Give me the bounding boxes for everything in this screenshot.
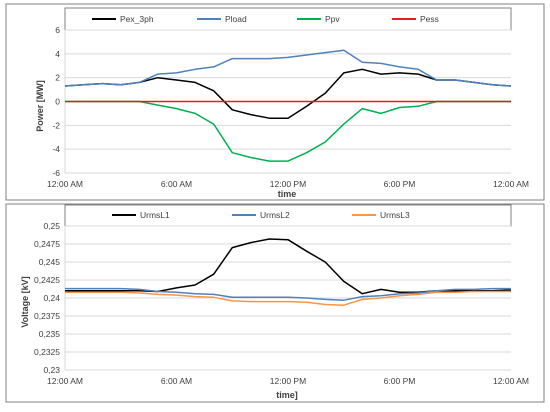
voltage-y-tick-label: 0,23	[43, 365, 60, 375]
voltage-y-tick-label: 0,2425	[34, 275, 60, 285]
legend-label-urmsl3: UrmsL3	[380, 210, 410, 220]
voltage-y-tick-labels: 0,25 0,2475 0,245 0,2425 0,24 0,2375 0,235 0,23…	[34, 221, 60, 375]
voltage-x-tick-labels: 12:00 AM 6:00 AM 12:00 PM 6:00 PM 12:00 AM	[47, 376, 529, 386]
voltage-x-tick-label: 6:00 PM	[384, 376, 416, 386]
series-line-pload	[64, 49, 512, 87]
power-x-tick-label: 12:00 AM	[493, 179, 529, 189]
voltage-y-tick-label: 0,2475	[34, 239, 60, 249]
voltage-x-tick-label: 12:00 AM	[493, 376, 529, 386]
voltage-y-tick-label: 0,2375	[34, 311, 60, 321]
power-x-tick-labels: 12:00 AM 6:00 AM 12:00 PM 6:00 PM 12:00 AM	[47, 179, 529, 189]
power-x-tick-label: 12:00 PM	[270, 179, 306, 189]
power-y-tick-label: 2	[55, 73, 60, 83]
legend-label-pess: Pess	[420, 14, 439, 24]
voltage-x-tick-label: 12:00 AM	[47, 376, 83, 386]
series-line-urmsl3	[65, 290, 511, 306]
power-y-tick-labels: 6 4 2 0 -2 -4 -6	[52, 25, 60, 178]
power-x-tick-label: 12:00 AM	[47, 179, 83, 189]
power-legend: Pex_3ph Pload Ppv Pess	[92, 14, 439, 24]
voltage-chart-frame	[5, 203, 545, 403]
voltage-x-tick-label: 6:00 AM	[161, 376, 192, 386]
voltage-x-tick-label: 12:00 PM	[270, 376, 306, 386]
power-x-axis-label: time	[278, 189, 297, 199]
voltage-y-tick-label: 0,24	[43, 293, 60, 303]
legend-label-pex-3ph: Pex_3ph	[120, 14, 154, 24]
power-y-tick-label: -2	[52, 120, 60, 130]
voltage-y-tick-label: 0,2325	[34, 347, 60, 357]
power-series	[64, 49, 512, 162]
voltage-legend: UrmsL1 UrmsL2 UrmsL3	[112, 210, 410, 220]
voltage-y-tick-label: 0,235	[39, 329, 61, 339]
voltage-y-axis-label: Voltage [kV]	[20, 276, 30, 327]
voltage-y-tick-label: 0,245	[39, 257, 61, 267]
power-y-tick-label: -4	[52, 144, 60, 154]
power-y-axis-label: Power [MW]	[35, 80, 45, 132]
voltage-x-axis-label: time]	[276, 390, 298, 400]
voltage-chart: UrmsL1 UrmsL2 UrmsL3 0,25 0,2475 0,245 0,2425…	[5, 203, 545, 403]
legend-label-pload: Pload	[225, 14, 247, 24]
power-x-tick-label: 6:00 PM	[384, 179, 416, 189]
voltage-y-tick-label: 0,25	[43, 221, 60, 231]
legend-label-ppv: Ppv	[325, 14, 340, 24]
voltage-series	[65, 238, 512, 306]
legend-label-urmsl1: UrmsL1	[140, 210, 170, 220]
power-y-tick-label: 6	[55, 25, 60, 35]
power-y-tick-label: 0	[55, 97, 60, 107]
voltage-gridlines	[64, 225, 511, 371]
power-y-tick-label: -6	[52, 168, 60, 178]
power-y-tick-label: 4	[55, 49, 60, 59]
legend-label-urmsl2: UrmsL2	[260, 210, 290, 220]
power-x-tick-label: 6:00 AM	[161, 179, 192, 189]
series-line-urmsl2	[65, 287, 511, 301]
